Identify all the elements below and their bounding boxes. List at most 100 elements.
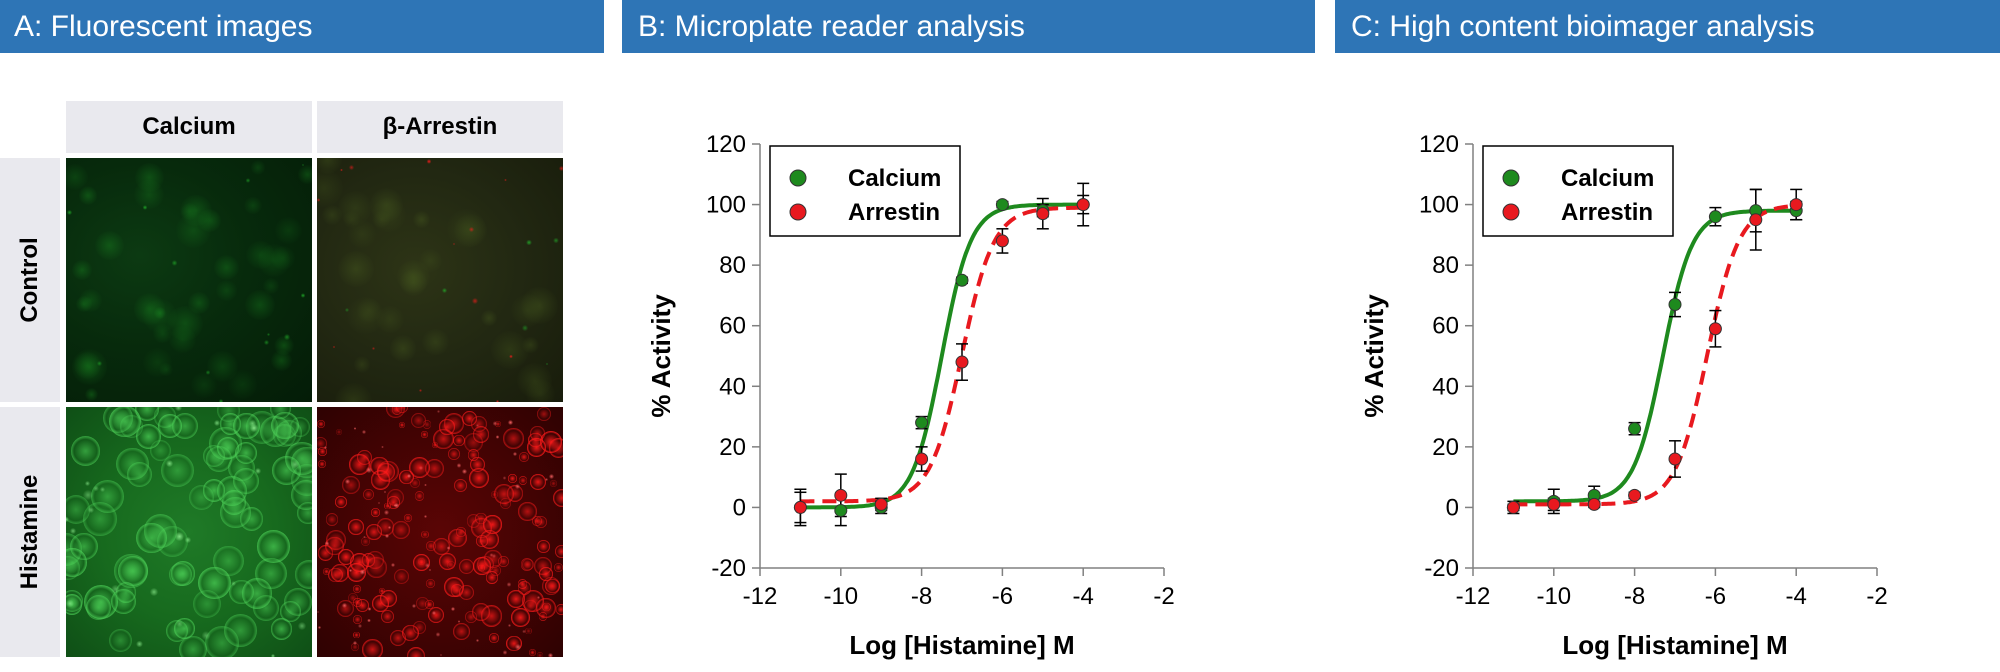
data-point-calcium (955, 273, 969, 287)
cell-spot (290, 417, 311, 438)
cell-spot (506, 485, 523, 502)
cell-spot (300, 293, 306, 298)
cell-spot (515, 643, 521, 650)
y-tick-label: 100 (1419, 192, 1459, 219)
cell-spot (84, 387, 98, 401)
legend-label-calcium: Calcium (1561, 165, 1654, 192)
cell-spot (502, 650, 508, 655)
cell-spot (440, 653, 443, 656)
cell-spot (301, 163, 305, 167)
legend: Calcium Arrestin (769, 145, 961, 237)
x-axis-label: Log [Histamine] M (1562, 630, 1787, 660)
y-tick-label: 100 (706, 192, 746, 219)
x-tick-label: -8 (911, 583, 932, 610)
cell-spot (452, 622, 470, 640)
cell-spot (338, 250, 375, 287)
cell-spot (507, 420, 513, 426)
cell-spot (553, 489, 563, 508)
cell-spot (431, 441, 439, 448)
y-tick-label: 0 (733, 494, 746, 521)
cell-spot (176, 213, 212, 249)
cell-spot (526, 378, 556, 402)
cell-spot (507, 623, 512, 628)
cell-spot (558, 165, 563, 172)
cell-spot (99, 486, 105, 492)
cell-spot (403, 513, 412, 522)
cell-spot (134, 179, 164, 210)
data-point-calcium (1668, 298, 1682, 312)
row-label-control: Control (0, 158, 60, 402)
cell-spot (520, 287, 558, 325)
y-tick-label: 20 (1432, 434, 1459, 461)
cell-spot (461, 410, 478, 427)
cell-spot (216, 436, 240, 460)
cell-spot (468, 467, 489, 488)
cell-spot (426, 579, 435, 589)
cell-spot (465, 610, 478, 623)
cell-spot (239, 507, 264, 532)
cell-spot (358, 624, 363, 629)
cell-spot (318, 447, 327, 457)
cell-spot (426, 159, 432, 164)
cell-spot (70, 435, 101, 466)
data-point-arrestin (1076, 198, 1090, 212)
cell-spot (518, 502, 537, 521)
y-tick-label: 40 (1432, 373, 1459, 400)
cell-spot (447, 546, 451, 550)
microplate-reader-chart: -20 0 20 40 60 80 100 120 -12 -10 -8 -6 -4 -2 Log [His… (646, 131, 1175, 660)
x-tick-label: -10 (823, 583, 858, 610)
cell-spot (170, 561, 196, 586)
cell-spot (448, 447, 461, 460)
cell-spot (380, 610, 394, 623)
x-tick-label: -10 (1536, 583, 1571, 610)
cell-spot (168, 325, 197, 354)
cell-spot (72, 260, 93, 281)
data-point-calcium (915, 416, 929, 430)
cell-spot (284, 334, 290, 340)
control-calcium-image (66, 158, 312, 402)
cell-spot (270, 349, 292, 371)
cell-spot (414, 490, 425, 501)
cell-spot (345, 307, 350, 312)
cell-spot (362, 639, 383, 657)
cell-spot (484, 550, 502, 568)
cell-spot (490, 490, 498, 498)
cell-spot (513, 452, 517, 456)
cell-spot (348, 569, 352, 573)
cell-spot (263, 339, 270, 345)
cell-spot (530, 474, 547, 490)
cell-spot (93, 485, 99, 492)
cell-spot (545, 578, 560, 594)
cell-spot (88, 507, 95, 514)
y-tick-label: 40 (719, 373, 746, 400)
cell-spot (520, 557, 534, 571)
cell-spot (553, 562, 563, 573)
x-axis-label: Log [Histamine] M (849, 630, 1074, 660)
cell-spot (367, 618, 371, 623)
data-point-arrestin (995, 234, 1009, 248)
y-tick-label: 80 (719, 252, 746, 279)
cell-spot (495, 435, 500, 440)
cell-spot (361, 537, 371, 547)
cell-spot (214, 419, 221, 426)
cell-spot (386, 489, 404, 507)
cell-spot (466, 514, 481, 528)
cell-spot (144, 514, 178, 548)
cell-spot (399, 269, 427, 297)
cell-spot (332, 345, 335, 348)
y-tick-label: -20 (1424, 555, 1459, 582)
cell-spot (421, 430, 428, 438)
y-axis-label: % Activity (646, 294, 676, 418)
cell-spot (542, 602, 551, 611)
cell-spot (399, 422, 406, 429)
cell-spot (522, 589, 544, 612)
cell-spot (356, 298, 381, 323)
cell-spot (85, 481, 90, 486)
cell-spot (152, 324, 172, 344)
cell-spot (175, 620, 183, 627)
cell-spot (142, 347, 173, 378)
cell-spot (228, 370, 257, 399)
cell-spot (515, 483, 521, 489)
cell-spot (419, 248, 443, 272)
cell-spot (433, 428, 454, 450)
